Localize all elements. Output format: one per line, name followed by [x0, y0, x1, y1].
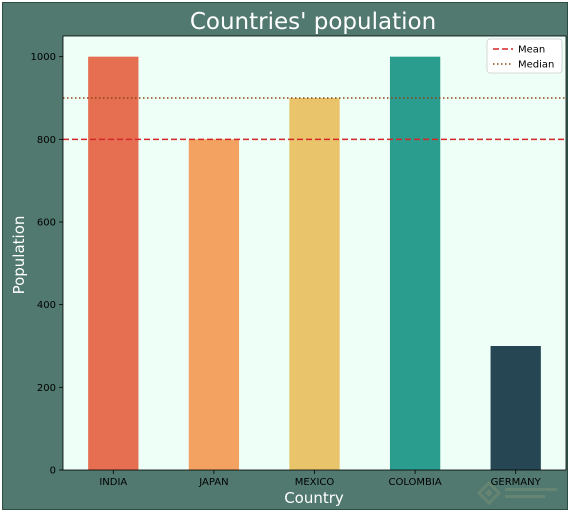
y-tick-label: 200 — [37, 383, 56, 394]
tick-labels: INDIA JAPAN MEXICO COLOMBIA GERMANY 0 200 400 60… — [31, 52, 542, 488]
x-tick-label: COLOMBIA — [388, 477, 441, 488]
y-tick-label: 400 — [37, 300, 56, 311]
bar-colombia — [389, 56, 441, 471]
bar-india — [88, 56, 139, 471]
bar-germany — [490, 346, 541, 470]
reference-lines — [63, 97, 566, 141]
x-tick-label: JAPAN — [198, 477, 228, 488]
x-tick-label: GERMANY — [491, 477, 542, 488]
bar-japan — [188, 139, 240, 471]
chart-figure: Countries' population INDIA JAPAN MEXICO CO… — [2, 2, 568, 510]
axes — [59, 35, 567, 474]
plot-frame — [62, 35, 567, 471]
legend-label-median: Median — [518, 60, 554, 71]
y-tick-label: 600 — [37, 218, 56, 229]
bars-layer — [88, 56, 541, 471]
x-axis-label: Country — [284, 489, 344, 507]
x-tick-label: INDIA — [99, 477, 127, 488]
bar-chart: Countries' population INDIA JAPAN MEXICO CO… — [10, 9, 567, 507]
legend: Mean Median — [486, 38, 563, 74]
y-tick-label: 1000 — [31, 52, 56, 63]
bar-mexico — [289, 98, 340, 470]
y-tick-label: 0 — [50, 466, 56, 477]
legend-label-mean: Mean — [518, 45, 545, 56]
x-tick-label: MEXICO — [295, 477, 335, 488]
watermark-logo — [476, 480, 557, 506]
y-tick-label: 800 — [37, 135, 56, 146]
chart-title: Countries' population — [190, 9, 436, 35]
y-axis-label: Population — [10, 216, 28, 295]
